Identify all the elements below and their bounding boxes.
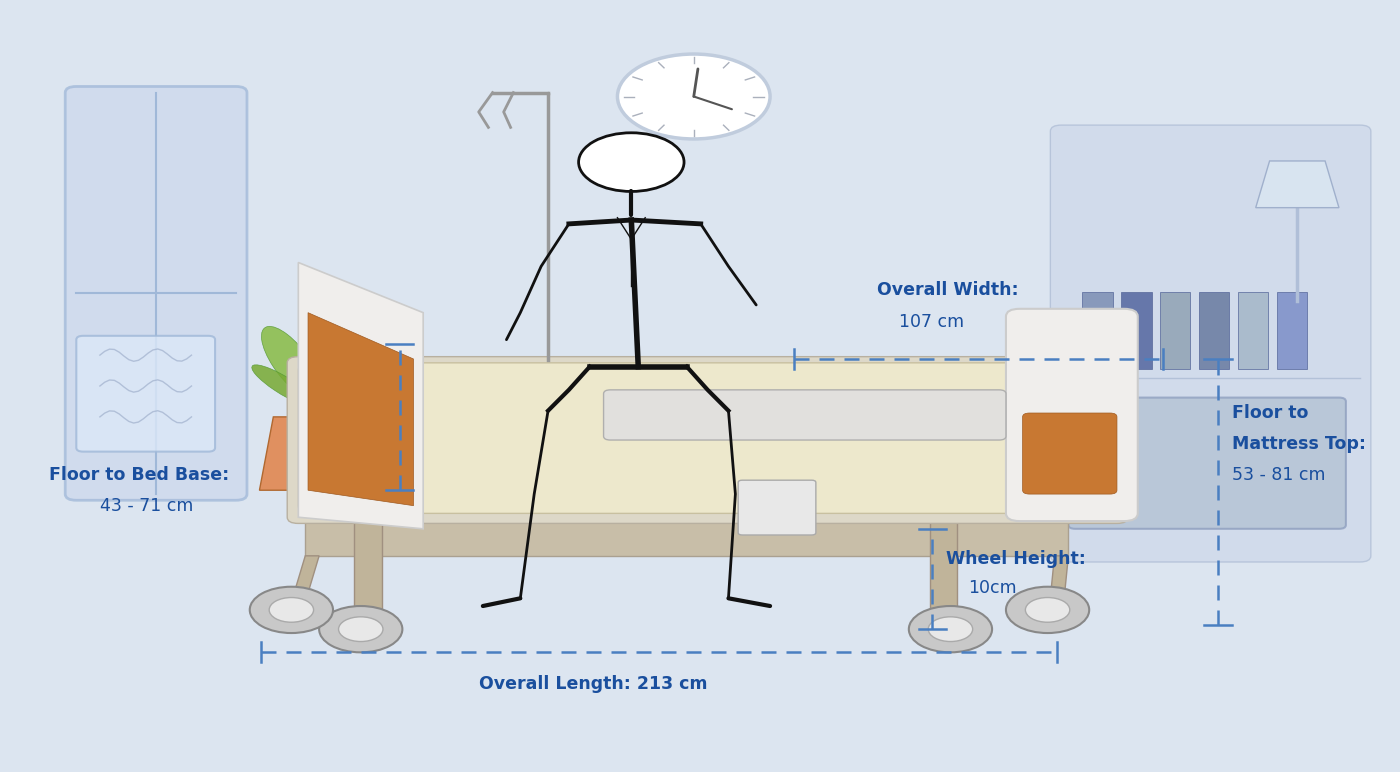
Circle shape — [1025, 598, 1070, 622]
Bar — [1121, 292, 1152, 369]
Text: 53 - 81 cm: 53 - 81 cm — [1232, 466, 1326, 484]
Text: Overall Width:: Overall Width: — [876, 281, 1019, 299]
Text: 43 - 71 cm: 43 - 71 cm — [99, 497, 193, 515]
Circle shape — [1007, 587, 1089, 633]
Circle shape — [928, 617, 973, 642]
FancyBboxPatch shape — [298, 363, 1110, 513]
FancyBboxPatch shape — [1022, 413, 1117, 494]
Bar — [930, 502, 958, 625]
FancyBboxPatch shape — [738, 480, 816, 535]
FancyBboxPatch shape — [603, 390, 1007, 440]
Text: Mattress Top:: Mattress Top: — [1232, 435, 1366, 453]
Text: 10cm: 10cm — [969, 579, 1018, 597]
Polygon shape — [1256, 161, 1338, 208]
Bar — [354, 502, 382, 625]
Bar — [1277, 292, 1308, 369]
Ellipse shape — [252, 365, 316, 407]
Polygon shape — [305, 502, 1068, 556]
FancyBboxPatch shape — [66, 86, 246, 500]
Bar — [1161, 292, 1190, 369]
FancyBboxPatch shape — [1068, 398, 1345, 529]
Bar — [1198, 292, 1229, 369]
Bar — [1082, 292, 1113, 369]
Text: Floor to Bed Base:: Floor to Bed Base: — [49, 466, 228, 484]
FancyBboxPatch shape — [1007, 309, 1138, 521]
Bar — [1238, 292, 1268, 369]
Circle shape — [269, 598, 314, 622]
Text: 107 cm: 107 cm — [899, 313, 965, 330]
Circle shape — [617, 54, 770, 139]
Text: Floor to: Floor to — [1232, 405, 1309, 422]
Circle shape — [319, 606, 402, 652]
Text: Wheel Height:: Wheel Height: — [946, 550, 1086, 567]
Circle shape — [578, 133, 685, 191]
Ellipse shape — [305, 348, 347, 408]
Ellipse shape — [262, 327, 322, 399]
Polygon shape — [259, 417, 354, 490]
FancyBboxPatch shape — [77, 336, 216, 452]
Polygon shape — [1047, 556, 1068, 625]
Polygon shape — [298, 262, 423, 529]
Circle shape — [249, 587, 333, 633]
FancyBboxPatch shape — [1050, 125, 1371, 562]
Circle shape — [339, 617, 384, 642]
FancyBboxPatch shape — [287, 357, 1128, 523]
Polygon shape — [308, 313, 413, 506]
Circle shape — [909, 606, 993, 652]
Text: Overall Length: 213 cm: Overall Length: 213 cm — [479, 675, 707, 692]
Polygon shape — [284, 556, 319, 625]
